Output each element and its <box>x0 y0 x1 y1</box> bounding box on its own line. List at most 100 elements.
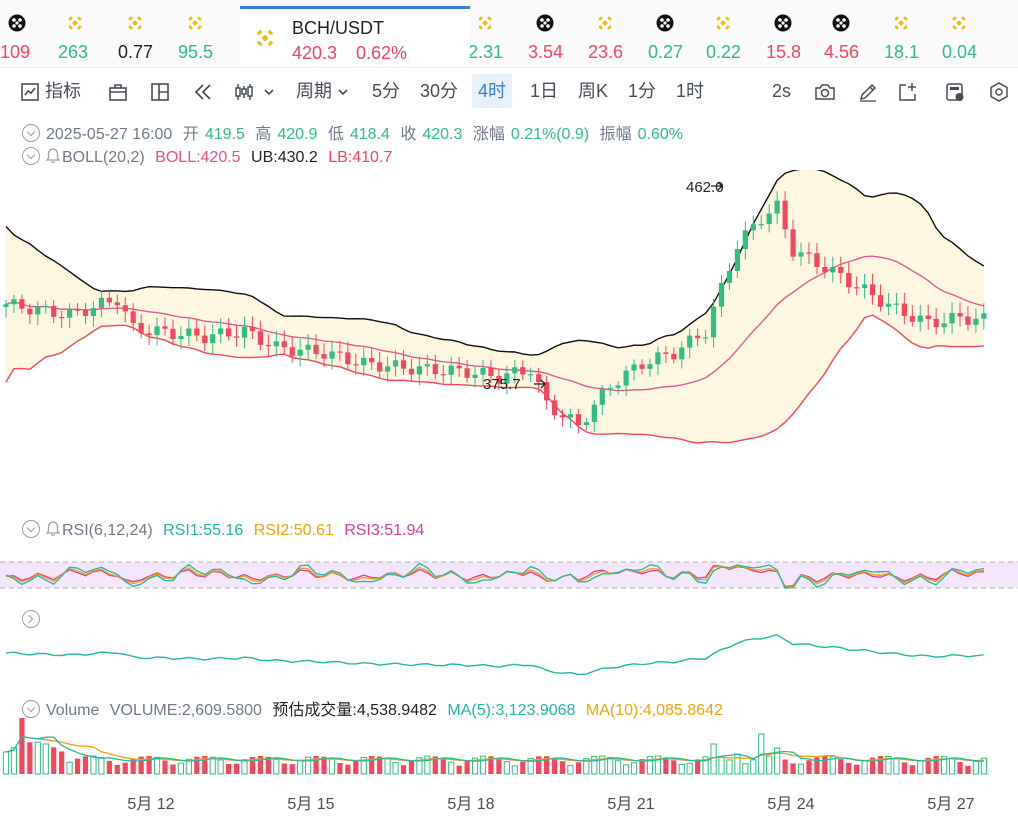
volume-bar <box>209 756 216 775</box>
binance-coin-icon <box>66 14 84 32</box>
ticker-item[interactable]: 0.77 <box>118 0 174 67</box>
candle-body <box>178 335 184 339</box>
settings-button[interactable] <box>988 68 1010 114</box>
candle-body <box>67 309 73 318</box>
candle-body <box>933 318 939 328</box>
ticker-price: 3.54 <box>528 42 564 62</box>
ticker-item[interactable]: 2.31 <box>468 0 524 67</box>
candle-body <box>544 381 550 401</box>
volume-bar <box>901 762 907 774</box>
candle-body <box>345 352 351 365</box>
indicator-button[interactable]: 指标 <box>20 68 81 114</box>
candle-body <box>806 252 812 254</box>
timeframe-2-button[interactable]: 30分 <box>420 81 459 101</box>
candle-body <box>369 357 375 363</box>
candle-body <box>202 335 208 344</box>
volume-bar <box>328 758 336 775</box>
add-panel-button[interactable] <box>898 68 920 114</box>
chart-type-button[interactable] <box>234 68 275 114</box>
volume-bar <box>384 758 391 775</box>
ticker-item[interactable]: 0.22 <box>706 0 762 67</box>
volume-bar <box>369 756 375 774</box>
grid-coin-icon <box>8 14 26 32</box>
indicator-chart[interactable] <box>0 628 1018 688</box>
ticker-item[interactable]: 4.56 <box>824 0 880 67</box>
timeframe-7-button[interactable]: 1时 <box>676 81 705 101</box>
candle-body <box>249 326 256 332</box>
ticker-item[interactable]: 0.04 <box>942 0 998 67</box>
bell-icon[interactable] <box>45 521 61 537</box>
volume-bar <box>479 755 487 775</box>
bell-icon[interactable] <box>45 148 61 164</box>
volume-bar <box>281 763 287 774</box>
volume-bar <box>416 757 423 775</box>
volume-bar <box>972 760 979 775</box>
toolbox-button[interactable] <box>108 68 128 114</box>
candlestick-chart[interactable]: 462.0 375.7 <box>0 170 1018 510</box>
candle-body <box>901 303 907 316</box>
ticker-price: 0.04 <box>942 42 978 62</box>
ticker-item[interactable]: 95.5 <box>178 0 234 67</box>
candle-body <box>965 316 971 325</box>
volume-bar <box>392 762 399 775</box>
candle-body <box>710 306 717 338</box>
candle-body <box>98 297 104 308</box>
grid-coin-icon <box>536 14 554 32</box>
ticker-item[interactable]: 263 <box>58 0 114 67</box>
collapse-toggle-icon[interactable] <box>22 700 40 718</box>
candle-body <box>798 252 804 257</box>
candle-body <box>424 364 430 367</box>
refresh-interval-button[interactable]: 2s <box>772 68 791 114</box>
candle-body <box>504 373 510 384</box>
timeframe-6-button[interactable]: 1分 <box>628 81 657 101</box>
timeframe-1-button[interactable]: 5分 <box>372 81 401 101</box>
close-value: 420.3 <box>422 126 463 143</box>
ticker-item[interactable]: 3.54 <box>528 0 584 67</box>
rsi-indicator-name[interactable]: RSI(6,12,24) <box>62 522 153 539</box>
high-label: 高 <box>255 126 272 143</box>
candle-body <box>257 331 263 345</box>
ticker-item[interactable]: 15.8 <box>766 0 822 67</box>
screenshot-button[interactable] <box>814 68 836 114</box>
layout-button[interactable] <box>150 68 170 114</box>
volume-bar <box>695 759 701 774</box>
candle-body <box>973 318 979 325</box>
volume-bar <box>90 755 97 775</box>
template-button[interactable] <box>944 68 966 114</box>
collapse-toggle-icon[interactable] <box>22 124 40 142</box>
timeframe-3-button[interactable]: 4时 <box>472 74 513 108</box>
candle-body <box>27 308 33 315</box>
active-ticker-tab[interactable]: BCH/USDT 420.3 0.62% <box>240 6 470 67</box>
volume-indicator-name[interactable]: Volume <box>46 702 100 719</box>
volume-bar <box>646 756 654 775</box>
ticker-item[interactable]: 18.1 <box>884 0 940 67</box>
replay-button[interactable] <box>192 68 214 114</box>
rsi-chart[interactable] <box>0 548 1018 598</box>
candle-body <box>846 273 852 288</box>
draw-button[interactable] <box>857 68 879 114</box>
ticker-item[interactable]: 0.27 <box>648 0 704 67</box>
boll-indicator-name[interactable]: BOLL(20,2) <box>62 149 145 166</box>
expand-toggle-icon[interactable] <box>22 610 40 628</box>
candle-body <box>392 360 399 367</box>
volume-bar <box>797 763 805 775</box>
volume-chart[interactable] <box>0 718 1018 782</box>
ticker-item[interactable]: 23.6 <box>588 0 644 67</box>
candle-body <box>528 374 534 376</box>
volume-bar <box>305 756 312 775</box>
candle-body <box>766 213 772 225</box>
ticker-price: 0.77 <box>118 42 154 62</box>
timeframe-5-button[interactable]: 周K <box>578 81 609 101</box>
timeframe-4-button[interactable]: 1日 <box>530 81 559 101</box>
gear-icon <box>990 82 1008 103</box>
collapse-toggle-icon[interactable] <box>22 520 40 538</box>
boll-mid-value: BOLL:420.5 <box>155 149 241 166</box>
ticker-item[interactable]: 109 <box>0 0 56 67</box>
volume-bar <box>893 758 900 775</box>
boll-info-line: BOLL(20,2) BOLL:420.5 UB:430.2 LB:410.7 <box>22 147 398 167</box>
volume-ma5-line <box>5 735 984 762</box>
rsi3-value: RSI3:51.94 <box>344 522 425 539</box>
period-dropdown[interactable]: 周期 <box>296 68 349 114</box>
volume-bar <box>639 759 645 774</box>
collapse-toggle-icon[interactable] <box>22 147 40 165</box>
